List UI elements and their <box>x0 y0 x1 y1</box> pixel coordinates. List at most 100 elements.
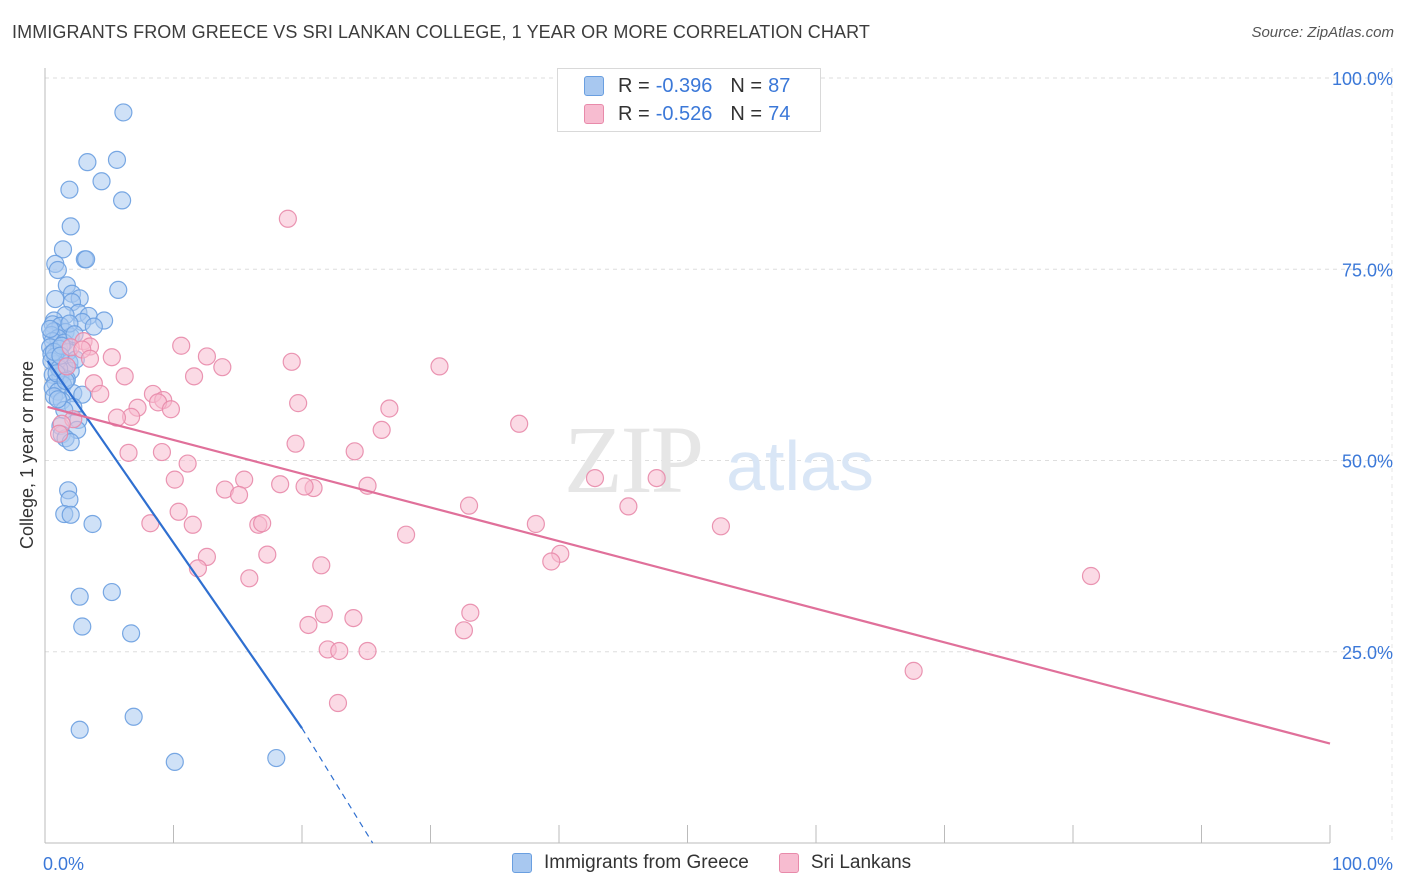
point-srilankans <box>380 399 399 418</box>
grid-lines <box>45 68 1393 843</box>
point-srilankans <box>330 641 349 661</box>
point-srilankans <box>459 496 479 515</box>
point-greece <box>73 385 92 404</box>
point-greece <box>61 217 80 236</box>
point-srilankans <box>50 424 69 443</box>
point-greece <box>48 260 67 280</box>
series-swatch-greece <box>512 853 532 873</box>
legend-n-value: 74 <box>768 102 791 125</box>
point-srilankans <box>80 349 100 368</box>
point-greece <box>53 240 73 259</box>
point-srilankans <box>904 661 923 680</box>
y-tick-label: 25.0% <box>1342 643 1393 663</box>
axes <box>44 68 1331 844</box>
point-srilankans <box>253 514 272 533</box>
x-tick-label: 100.0% <box>1332 854 1393 874</box>
data-points <box>41 103 1101 772</box>
legend-swatch-srilankans <box>584 104 604 124</box>
series-legend-label: Sri Lankans <box>810 852 912 873</box>
point-greece <box>48 390 67 409</box>
point-srilankans <box>178 454 197 473</box>
point-srilankans <box>510 414 529 433</box>
point-srilankans <box>289 394 308 413</box>
legend-r-value: -0.526 <box>655 102 713 125</box>
point-srilankans <box>312 556 331 575</box>
point-srilankans <box>184 367 204 386</box>
point-greece <box>92 172 111 191</box>
trend-extension-greece <box>301 727 374 844</box>
tick-labels: 25.0% 50.0% 75.0% 100.0% 0.0% 100.0% <box>43 69 1393 874</box>
point-srilankans <box>183 515 202 534</box>
point-srilankans <box>152 442 172 462</box>
y-tick-label: 100.0% <box>1332 69 1393 89</box>
point-greece <box>107 150 127 169</box>
chart-title: IMMIGRANTS FROM GREECE VS SRI LANKAN COL… <box>12 22 870 42</box>
legend-r-value: -0.396 <box>655 74 713 97</box>
point-srilankans <box>278 209 297 228</box>
point-greece <box>267 748 286 768</box>
point-greece <box>73 617 92 636</box>
point-greece <box>70 587 89 606</box>
series-legend-srilankans: Sri Lankans <box>778 852 912 874</box>
point-srilankans <box>358 641 377 661</box>
point-srilankans <box>314 605 333 624</box>
point-srilankans <box>213 358 232 377</box>
point-greece <box>121 624 141 643</box>
point-greece <box>60 180 79 199</box>
source-note: Source: ZipAtlas.com <box>1251 24 1394 41</box>
point-greece <box>165 752 184 772</box>
point-srilankans <box>165 470 184 489</box>
point-srilankans <box>229 485 249 505</box>
y-axis-label: College, 1 year or more <box>17 361 37 549</box>
watermark-zip: ZIP <box>564 406 702 513</box>
point-srilankans <box>542 552 561 571</box>
point-srilankans <box>647 468 666 488</box>
legend-swatch-greece <box>584 76 604 96</box>
point-srilankans <box>1081 566 1101 586</box>
point-greece <box>77 250 96 269</box>
watermark: ZIP atlas <box>564 406 874 513</box>
point-greece <box>83 514 102 534</box>
point-greece <box>109 280 128 300</box>
trend-line-srilankans <box>47 405 1331 745</box>
point-srilankans <box>240 569 259 588</box>
point-srilankans <box>286 434 305 453</box>
point-srilankans <box>585 468 605 488</box>
point-srilankans <box>711 517 731 536</box>
y-tick-label: 50.0% <box>1342 452 1393 472</box>
point-srilankans <box>430 357 449 376</box>
point-srilankans <box>526 514 545 534</box>
point-greece <box>102 582 121 602</box>
point-greece <box>124 707 143 726</box>
x-tick-label: 0.0% <box>43 854 84 874</box>
legend-r-label: R = <box>618 74 650 97</box>
point-srilankans <box>461 603 480 622</box>
point-srilankans <box>169 502 188 521</box>
point-srilankans <box>454 621 474 640</box>
point-srilankans <box>119 443 138 462</box>
legend-n-label: N = <box>730 102 763 125</box>
point-greece <box>46 289 65 309</box>
point-srilankans <box>115 367 134 386</box>
legend-row-greece: R = -0.396 N = 87 <box>558 72 790 100</box>
point-srilankans <box>344 608 363 628</box>
legend-r-label: R = <box>618 102 650 125</box>
series-legend-greece: Immigrants from Greece <box>512 852 749 874</box>
point-greece <box>61 505 80 524</box>
point-srilankans <box>295 477 314 496</box>
point-srilankans <box>299 615 318 635</box>
point-greece <box>41 319 60 339</box>
point-srilankans <box>258 545 277 564</box>
series-legend: Immigrants from Greece Sri Lankans <box>512 852 941 874</box>
point-srilankans <box>91 384 110 404</box>
point-srilankans <box>345 442 364 461</box>
point-srilankans <box>197 347 217 366</box>
point-srilankans <box>619 497 638 516</box>
point-srilankans <box>57 357 76 376</box>
point-greece <box>112 191 132 210</box>
series-legend-label: Immigrants from Greece <box>544 852 749 873</box>
point-srilankans <box>271 475 290 494</box>
point-srilankans <box>372 420 391 439</box>
point-greece <box>78 153 97 172</box>
